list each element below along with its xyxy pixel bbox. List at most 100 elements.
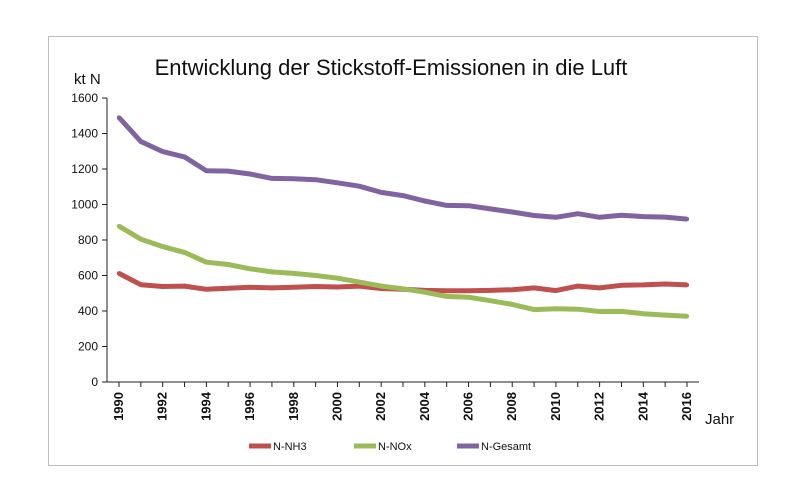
data-point <box>444 288 449 293</box>
x-tick-label: 2006 <box>461 392 476 421</box>
data-point <box>466 294 471 300</box>
data-point <box>335 275 340 281</box>
data-point <box>357 279 362 285</box>
data-point <box>182 250 187 255</box>
data-point <box>684 216 690 222</box>
x-tick-label: 1990 <box>111 392 126 421</box>
x-axis-label: Jahr <box>705 411 734 428</box>
data-point <box>291 176 296 181</box>
data-point <box>116 223 122 229</box>
data-point <box>138 236 144 242</box>
x-tick-label: 2012 <box>592 392 607 421</box>
y-tick-label: 1400 <box>71 127 98 141</box>
data-point <box>313 284 318 289</box>
data-point <box>378 283 384 289</box>
y-tick-label: 800 <box>78 233 98 247</box>
data-point <box>313 177 318 182</box>
data-point <box>684 282 690 288</box>
data-point <box>488 206 493 212</box>
data-point <box>247 266 253 271</box>
data-point <box>488 298 493 303</box>
data-point <box>510 287 515 292</box>
data-point <box>291 285 296 290</box>
data-point <box>182 154 187 160</box>
data-point <box>160 284 165 289</box>
y-tick-label: 400 <box>78 304 98 318</box>
data-point <box>357 184 362 189</box>
data-point <box>531 285 537 291</box>
data-point <box>597 309 602 314</box>
data-point <box>619 309 624 314</box>
data-point <box>313 273 318 278</box>
data-point <box>575 211 580 216</box>
data-point <box>226 168 231 174</box>
data-point <box>422 289 428 295</box>
x-tick-label: 1992 <box>155 392 170 421</box>
legend: N-NH3 N-NOx N-Gesamt <box>249 441 531 453</box>
data-point <box>444 203 449 208</box>
data-point <box>116 271 122 276</box>
x-tick-label: 1998 <box>286 392 301 421</box>
data-point <box>510 209 515 215</box>
data-point <box>138 139 144 144</box>
y-axis-label: kt N <box>74 71 101 88</box>
data-point <box>269 176 275 181</box>
data-point <box>335 284 340 290</box>
data-point <box>204 259 209 265</box>
data-point <box>575 307 580 312</box>
series-line-n-nox <box>117 224 688 319</box>
data-point <box>335 180 340 186</box>
data-point <box>619 283 624 288</box>
data-point <box>422 198 428 204</box>
data-point <box>641 282 646 288</box>
y-tick-label: 1600 <box>71 91 98 105</box>
data-point <box>684 314 690 319</box>
series-line-n-gesamt <box>117 115 688 222</box>
plot-area: 0 200 400 600 800 1000 1200 1400 1600 1990 1992 199… <box>71 91 699 421</box>
data-point <box>510 302 515 307</box>
x-tick-label: 2000 <box>329 392 344 421</box>
data-point <box>597 285 602 291</box>
legend-label-n-nh3: N-NH3 <box>273 441 307 453</box>
data-point <box>138 282 144 287</box>
data-point <box>553 215 559 220</box>
data-point <box>226 262 231 267</box>
x-tick-label: 1996 <box>242 392 257 421</box>
data-point <box>619 212 624 218</box>
data-point <box>247 171 253 177</box>
x-tick-label: 2002 <box>373 392 388 421</box>
data-point <box>182 283 187 289</box>
data-point <box>204 287 209 292</box>
data-point <box>160 244 165 249</box>
data-point <box>488 288 493 293</box>
y-tick-label: 600 <box>78 269 98 283</box>
y-tick-label: 1200 <box>71 162 98 176</box>
line-chart: Entwicklung der Stickstoff-Emissionen in… <box>71 55 734 453</box>
x-tick-label: 1994 <box>198 391 213 421</box>
x-tick-label: 2010 <box>548 392 563 421</box>
data-point <box>400 286 406 292</box>
data-point <box>641 311 646 316</box>
data-point <box>531 307 537 312</box>
legend-label-n-gesamt: N-Gesamt <box>481 441 531 453</box>
data-point <box>553 288 559 293</box>
data-point <box>553 306 559 311</box>
chart-frame: Entwicklung der Stickstoff-Emissionen in… <box>48 36 758 466</box>
data-point <box>466 203 471 208</box>
data-point <box>597 215 602 220</box>
y-tick-label: 0 <box>91 375 98 389</box>
chart-title: Entwicklung der Stickstoff-Emissionen in… <box>155 55 628 80</box>
data-point <box>662 281 668 287</box>
data-point <box>160 149 165 154</box>
data-point <box>400 193 406 198</box>
data-point <box>444 294 449 299</box>
data-point <box>662 214 668 220</box>
legend-label-n-nox: N-NOx <box>378 441 412 453</box>
x-tick-label: 2004 <box>417 391 432 421</box>
data-point <box>641 214 646 219</box>
x-tick-label: 2008 <box>504 392 519 421</box>
y-tick-label: 200 <box>78 340 98 354</box>
data-point <box>269 269 275 275</box>
x-tick-label: 2016 <box>679 392 694 421</box>
data-point <box>226 286 231 291</box>
